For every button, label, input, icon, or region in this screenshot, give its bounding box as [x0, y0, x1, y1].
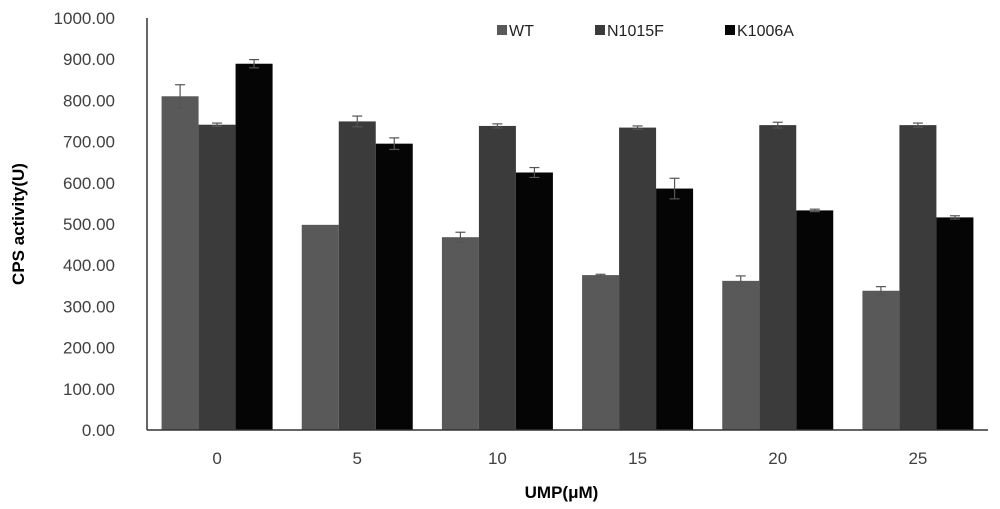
y-axis-title: CPS activity(U): [9, 163, 28, 285]
bar-k1006a-15: [656, 189, 693, 430]
y-tick-label: 100.00: [63, 380, 115, 399]
bar-wt-0: [162, 96, 199, 430]
bars-layer: [162, 64, 974, 430]
x-tick-label: 0: [212, 449, 221, 468]
y-tick-label: 300.00: [63, 297, 115, 316]
legend-item-k1006a: K1006A: [725, 23, 794, 40]
x-tick-label: 5: [353, 449, 362, 468]
legend-label: WT: [509, 23, 534, 40]
x-tick-label: 25: [908, 449, 927, 468]
x-tick-labels: 0 5 10 15 20 25: [212, 449, 927, 468]
legend-label: K1006A: [737, 23, 794, 40]
bar-n1015f-25: [899, 125, 936, 430]
legend-item-wt: WT: [497, 23, 534, 40]
y-tick-label: 800.00: [63, 91, 115, 110]
legend-swatch: [725, 25, 735, 35]
y-tick-label: 0.00: [82, 421, 115, 440]
bar-wt-25: [862, 291, 899, 430]
bar-wt-20: [722, 281, 759, 430]
x-tick-label: 20: [768, 449, 787, 468]
bar-n1015f-0: [199, 125, 236, 430]
legend-swatch: [497, 25, 507, 35]
legend: WT N1015F K1006A: [497, 23, 794, 40]
y-tick-label: 900.00: [63, 50, 115, 69]
bar-n1015f-20: [759, 125, 796, 430]
bar-n1015f-10: [479, 126, 516, 430]
bar-n1015f-5: [339, 121, 376, 430]
bar-wt-5: [302, 225, 339, 430]
error-bars-layer: [175, 60, 960, 295]
bar-k1006a-20: [796, 210, 833, 430]
axes-layer: [147, 18, 988, 430]
y-tick-labels: 0.00 100.00 200.00 300.00 400.00 500.00 600.00…: [54, 9, 115, 440]
y-tick-label: 200.00: [63, 339, 115, 358]
x-tick-label: 15: [628, 449, 647, 468]
error-bar-k1006a-25: [950, 216, 960, 219]
bar-n1015f-15: [619, 128, 656, 430]
legend-swatch: [595, 25, 605, 35]
y-tick-label: 600.00: [63, 174, 115, 193]
bar-wt-15: [582, 275, 619, 430]
y-tick-label: 700.00: [63, 133, 115, 152]
bar-k1006a-5: [376, 144, 413, 430]
y-tick-label: 500.00: [63, 215, 115, 234]
y-tick-label: 400.00: [63, 256, 115, 275]
x-axis-title: UMP(μM): [525, 483, 599, 502]
x-tick-label: 10: [488, 449, 507, 468]
bar-k1006a-25: [936, 217, 973, 430]
legend-label: N1015F: [607, 23, 664, 40]
legend-item-n1015f: N1015F: [595, 23, 664, 40]
bar-wt-10: [442, 237, 479, 430]
bar-k1006a-10: [516, 173, 553, 431]
bar-k1006a-0: [236, 64, 273, 430]
y-tick-label: 1000.00: [54, 9, 115, 28]
error-bar-k1006a-20: [810, 209, 820, 211]
